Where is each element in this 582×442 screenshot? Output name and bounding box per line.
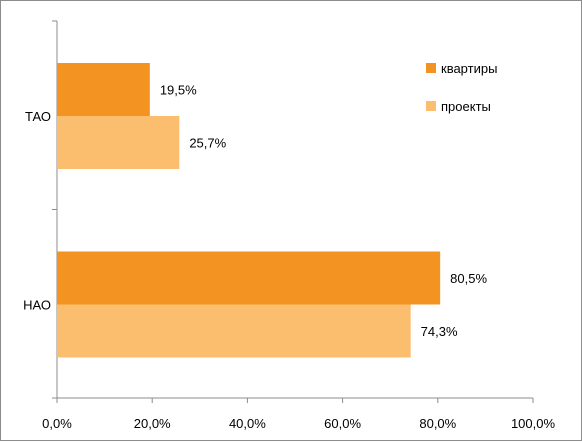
x-tick-label: 80,0% xyxy=(419,416,456,431)
bar xyxy=(57,304,411,358)
bar xyxy=(57,251,441,305)
x-tick-label: 40,0% xyxy=(229,416,266,431)
data-label: 74,3% xyxy=(421,324,458,339)
legend-label: проекты xyxy=(441,99,491,114)
chart-labels: ТАО 19,5% 25,7% НАО 80,5% 74,3% xyxy=(23,83,487,340)
bar xyxy=(57,116,180,169)
category-label: НАО xyxy=(23,298,51,313)
data-label: 25,7% xyxy=(189,136,226,151)
chart-legend: квартиры проекты xyxy=(426,61,497,114)
legend-swatch xyxy=(426,101,436,111)
bar xyxy=(57,63,150,116)
x-tick-label: 20,0% xyxy=(134,416,171,431)
x-tick-label: 60,0% xyxy=(324,416,361,431)
chart-axes: 0,0% 20,0% 40,0% 60,0% 80,0% 100,0% xyxy=(42,20,556,431)
legend-label: квартиры xyxy=(441,61,497,76)
category-label: ТАО xyxy=(25,109,51,124)
chart-bars xyxy=(57,63,441,358)
x-tick-label: 100,0% xyxy=(511,416,556,431)
legend-swatch xyxy=(426,63,436,73)
data-label: 19,5% xyxy=(160,83,197,98)
data-label: 80,5% xyxy=(450,271,487,286)
x-tick-label: 0,0% xyxy=(42,416,72,431)
